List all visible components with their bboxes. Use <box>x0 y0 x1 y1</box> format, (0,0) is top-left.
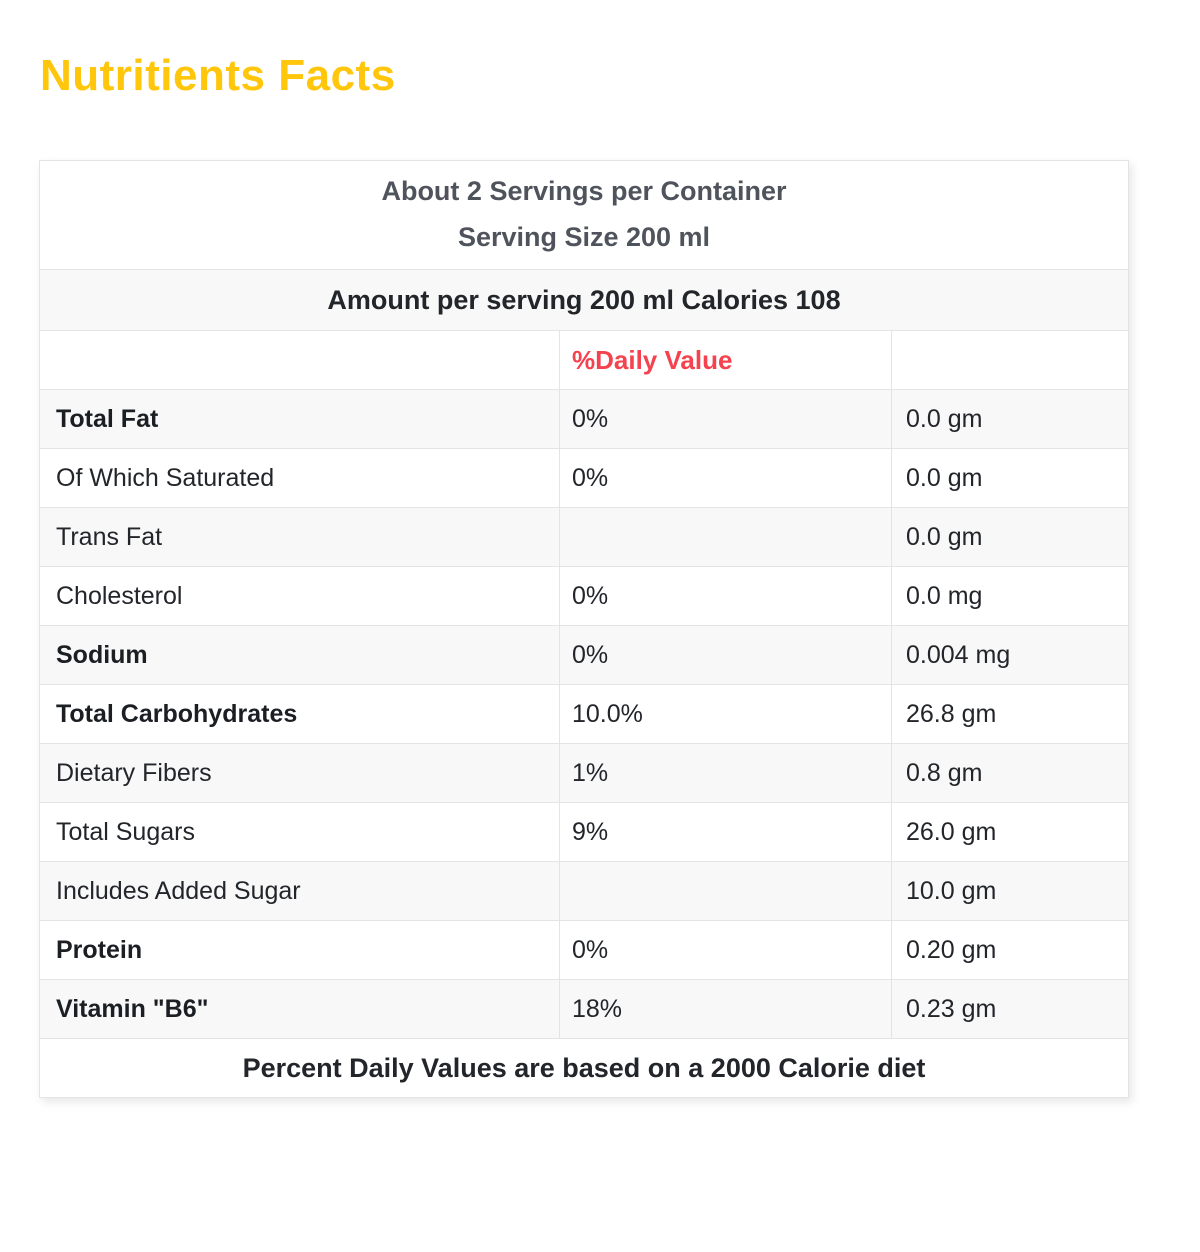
table-row: Includes Added Sugar 10.0 gm <box>39 861 1129 922</box>
daily-values-note: Percent Daily Values are based on a 2000… <box>39 1038 1129 1099</box>
amount-cell: 10.0 gm <box>891 861 1129 922</box>
amount-cell: 0.23 gm <box>891 979 1129 1040</box>
servings-header-row: About 2 Servings per Container Serving S… <box>39 160 1129 271</box>
daily-value-cell: 0% <box>559 448 892 509</box>
nutrient-label: Cholesterol <box>39 566 560 627</box>
table-row: Total Sugars 9% 26.0 gm <box>39 802 1129 863</box>
nutrient-label: Trans Fat <box>39 507 560 568</box>
table-body: Total Fat 0% 0.0 gm Of Which Saturated 0… <box>39 389 1129 1040</box>
nutrient-label: Of Which Saturated <box>39 448 560 509</box>
footer-row: Percent Daily Values are based on a 2000… <box>39 1038 1129 1099</box>
nutrient-label: Includes Added Sugar <box>39 861 560 922</box>
table-row: Total Carbohydrates 10.0% 26.8 gm <box>39 684 1129 745</box>
daily-value-cell: 0% <box>559 566 892 627</box>
nutrient-label: Total Fat <box>39 389 560 450</box>
amount-cell: 0.20 gm <box>891 920 1129 981</box>
table-row: Sodium 0% 0.004 mg <box>39 625 1129 686</box>
table-row: Protein 0% 0.20 gm <box>39 920 1129 981</box>
daily-value-cell: 18% <box>559 979 892 1040</box>
column-header-row: %Daily Value <box>39 330 1129 391</box>
daily-value-cell <box>559 507 892 568</box>
daily-value-cell: 1% <box>559 743 892 804</box>
table-row: Cholesterol 0% 0.0 mg <box>39 566 1129 627</box>
daily-value-cell <box>559 861 892 922</box>
serving-size: Serving Size 200 ml <box>457 222 711 253</box>
nutrient-label: Protein <box>39 920 560 981</box>
table-row: Of Which Saturated 0% 0.0 gm <box>39 448 1129 509</box>
amount-cell: 0.8 gm <box>891 743 1129 804</box>
amount-cell: 0.0 gm <box>891 507 1129 568</box>
amount-cell: 26.0 gm <box>891 802 1129 863</box>
servings-header-cell: About 2 Servings per Container Serving S… <box>39 160 1129 271</box>
amount-cell: 0.0 gm <box>891 389 1129 450</box>
daily-value-cell: 0% <box>559 625 892 686</box>
table-row: Total Fat 0% 0.0 gm <box>39 389 1129 450</box>
nutrient-label: Total Sugars <box>39 802 560 863</box>
amount-per-serving: Amount per serving 200 ml Calories 108 <box>39 269 1129 332</box>
page-title: Nutritients Facts <box>40 51 396 100</box>
daily-value-column-header: %Daily Value <box>559 330 892 391</box>
empty-header-cell <box>891 330 1129 391</box>
daily-value-cell: 9% <box>559 802 892 863</box>
nutrient-label: Total Carbohydrates <box>39 684 560 745</box>
amount-cell: 26.8 gm <box>891 684 1129 745</box>
amount-cell: 0.0 gm <box>891 448 1129 509</box>
amount-per-serving-row: Amount per serving 200 ml Calories 108 <box>39 269 1129 332</box>
amount-cell: 0.0 mg <box>891 566 1129 627</box>
table-row: Vitamin "B6" 18% 0.23 gm <box>39 979 1129 1040</box>
table-row: Trans Fat 0.0 gm <box>39 507 1129 568</box>
nutrition-facts-table: About 2 Servings per Container Serving S… <box>39 160 1129 1099</box>
daily-value-cell: 0% <box>559 920 892 981</box>
daily-value-cell: 10.0% <box>559 684 892 745</box>
servings-per-container: About 2 Servings per Container <box>381 176 787 207</box>
table-row: Dietary Fibers 1% 0.8 gm <box>39 743 1129 804</box>
nutrient-label: Vitamin "B6" <box>39 979 560 1040</box>
empty-header-cell <box>39 330 560 391</box>
nutrient-label: Sodium <box>39 625 560 686</box>
nutrient-label: Dietary Fibers <box>39 743 560 804</box>
daily-value-cell: 0% <box>559 389 892 450</box>
amount-cell: 0.004 mg <box>891 625 1129 686</box>
